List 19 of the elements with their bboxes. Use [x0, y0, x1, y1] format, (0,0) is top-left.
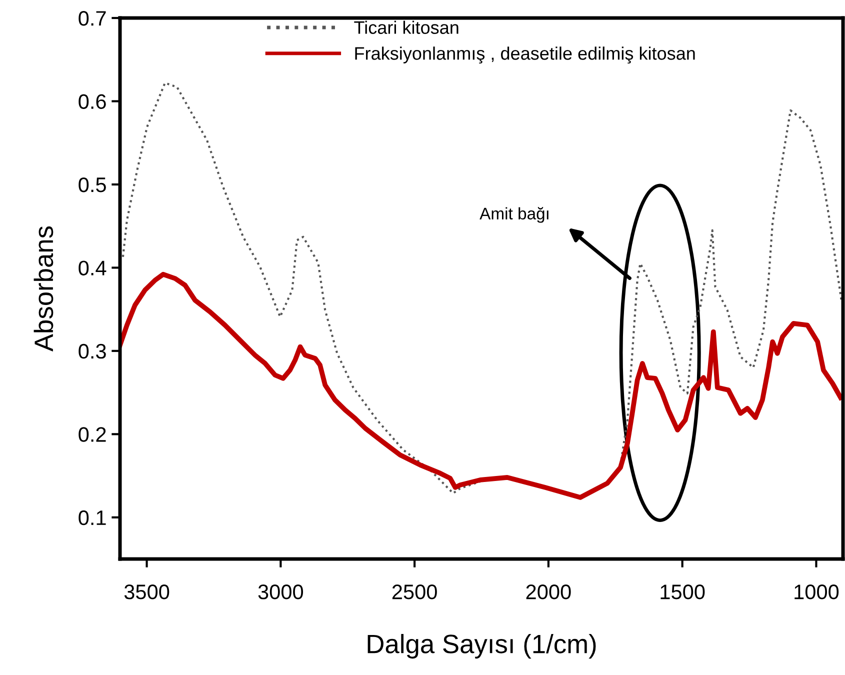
- y-tick-label: 0.6: [78, 94, 106, 109]
- y-tick-label: 0.1: [78, 510, 106, 526]
- line-series: [120, 272, 843, 500]
- x-tick-label: 2500: [392, 584, 437, 600]
- y-tick-label: 0.2: [78, 427, 106, 442]
- legend-label: Ticari kitosan: [354, 20, 458, 34]
- x-tick-label: 2000: [526, 584, 571, 600]
- y-tick-label: 0.5: [78, 177, 106, 192]
- x-tick-label: 3500: [124, 584, 170, 600]
- y-tick-label: 0.4: [78, 260, 106, 276]
- y-axis-title: Absorbans: [34, 226, 54, 352]
- x-tick-label: 1500: [660, 584, 705, 600]
- y-tick-label: 0.7: [78, 11, 106, 26]
- x-tick-label: 3000: [258, 584, 304, 600]
- x-tick-label: 1000: [794, 584, 839, 600]
- y-tick-label: 0.3: [78, 344, 106, 359]
- x-axis-title: Dalga Sayısı (1/cm): [368, 634, 596, 659]
- legend-label: Fraksiyonlanmış , deasetile edilmiş kitosan: [355, 46, 695, 64]
- annotation: Amit bağı: [480, 207, 548, 223]
